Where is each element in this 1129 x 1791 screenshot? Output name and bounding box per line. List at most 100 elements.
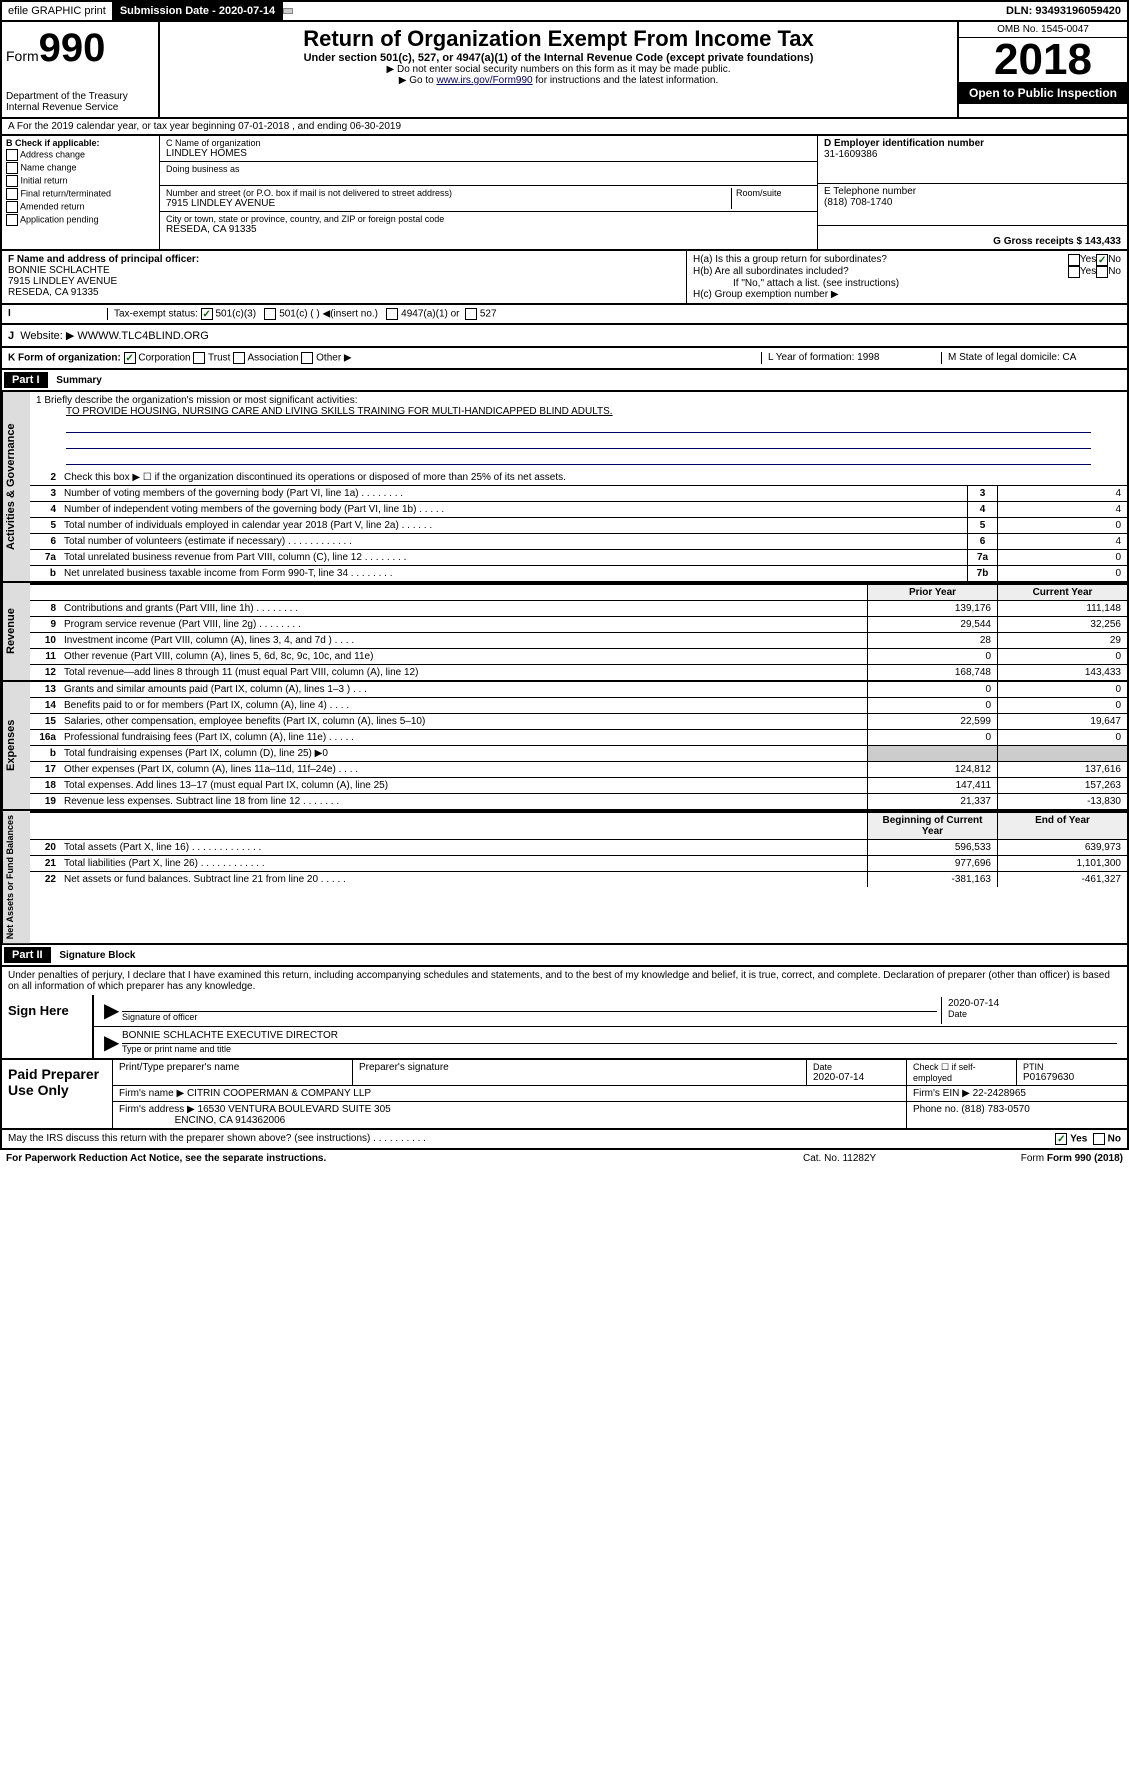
discuss-no[interactable] [1093,1133,1105,1145]
cb-pending[interactable]: Application pending [6,214,155,226]
cb-initial[interactable]: Initial return [6,175,155,187]
discuss-row: May the IRS discuss this return with the… [0,1130,1129,1150]
firm-ein: 22-2428965 [973,1088,1026,1099]
k-label: K Form of organization: [8,353,121,364]
j-label: Website: ▶ [20,330,74,342]
cb-address[interactable]: Address change [6,149,155,161]
vlabel-governance: Activities & Governance [2,392,30,581]
room-label: Room/suite [731,188,811,209]
cb-assoc[interactable] [233,352,245,364]
pp-date: 2020-07-14 [813,1072,900,1083]
b-label: B Check if applicable: [6,138,155,148]
cb-name[interactable]: Name change [6,162,155,174]
q2-text: Check this box ▶ ☐ if the organization d… [60,470,1127,485]
form-number-box: Form990 Department of the Treasury Inter… [2,22,160,117]
cb-amended[interactable]: Amended return [6,201,155,213]
ein-label: D Employer identification number [824,138,1121,149]
part-ii-header: Part II Signature Block [0,945,1129,967]
paperwork-notice: For Paperwork Reduction Act Notice, see … [6,1153,803,1164]
mission-blank-line [66,435,1091,449]
summary-revenue: Revenue Prior YearCurrent Year 8Contribu… [0,583,1129,682]
main-title: Return of Organization Exempt From Incom… [164,26,953,52]
type-name-label: Type or print name and title [122,1044,1117,1054]
form-990-number: 990 [39,26,106,70]
mission-text: TO PROVIDE HOUSING, NURSING CARE AND LIV… [36,406,1121,417]
title-box: Return of Organization Exempt From Incom… [160,22,957,117]
officer-name: BONNIE SCHLACHTE [8,265,680,276]
gross-receipts: G Gross receipts $ 143,433 [993,236,1121,247]
website-value: WWWW.TLC4BLIND.ORG [77,330,208,342]
ha-yes[interactable] [1068,254,1080,266]
row-k: K Form of organization: Corporation Trus… [0,348,1129,370]
part-i-header: Part I Summary [0,370,1129,392]
org-city: RESEDA, CA 91335 [166,224,811,235]
efile-label: efile GRAPHIC print [2,3,112,19]
cb-501c[interactable] [264,308,276,320]
col-c-org: C Name of organization LINDLEY HOMES Doi… [160,136,817,249]
dept-irs: Internal Revenue Service [6,102,154,113]
q1-label: 1 Briefly describe the organization's mi… [36,395,1121,406]
perjury-text: Under penalties of perjury, I declare th… [2,967,1127,995]
org-name: LINDLEY HOMES [166,148,811,159]
firm-addr-label: Firm's address ▶ [119,1104,195,1115]
hdr-current: Current Year [997,585,1127,600]
dln: DLN: 93493196059420 [1000,3,1127,19]
org-address: 7915 LINDLEY AVENUE [166,198,731,209]
section-bcd: B Check if applicable: Address change Na… [0,136,1129,251]
sign-here-label: Sign Here [2,995,92,1058]
hb-no[interactable] [1096,266,1108,278]
cb-527[interactable] [465,308,477,320]
irs-link[interactable]: www.irs.gov/Form990 [436,75,532,86]
section-f: F Name and address of principal officer:… [2,251,687,303]
dropdown-blank[interactable] [283,8,293,14]
firm-addr1: 16530 VENTURA BOULEVARD SUITE 305 [198,1104,391,1115]
sig-date-label: Date [948,1009,1117,1019]
ha-no[interactable] [1096,254,1108,266]
pp-h3: Date [813,1062,900,1072]
firm-phone-label: Phone no. [913,1104,959,1115]
hdr-end: End of Year [997,813,1127,839]
hb-yes[interactable] [1068,266,1080,278]
sig-officer-line[interactable] [122,998,937,1012]
submission-date: Submission Date - 2020-07-14 [112,2,283,20]
firm-label: Firm's name ▶ [119,1088,184,1099]
form-prefix: Form [6,48,39,64]
officer-addr2: RESEDA, CA 91335 [8,287,680,298]
subtitle: Under section 501(c), 527, or 4947(a)(1)… [164,52,953,64]
pp-h1: Print/Type preparer's name [113,1060,353,1085]
discuss-text: May the IRS discuss this return with the… [8,1133,1055,1145]
pp-h4: Check ☐ if self-employed [907,1060,1017,1085]
vlabel-netassets: Net Assets or Fund Balances [2,811,30,943]
year-box: OMB No. 1545-0047 2018 Open to Public In… [957,22,1127,117]
cb-other[interactable] [301,352,313,364]
hc-label: H(c) Group exemption number ▶ [693,289,1121,300]
firm-ein-label: Firm's EIN ▶ [913,1088,970,1099]
cb-trust[interactable] [193,352,205,364]
vlabel-expenses: Expenses [2,682,30,809]
dba-label: Doing business as [166,164,811,174]
discuss-yes[interactable] [1055,1133,1067,1145]
city-label: City or town, state or province, country… [166,214,811,224]
hb-label: H(b) Are all subordinates included? [693,266,1068,278]
dept-treasury: Department of the Treasury [6,91,154,102]
form-footer: Form Form 990 (2018) [983,1153,1123,1164]
cb-4947[interactable] [386,308,398,320]
cb-corp[interactable] [124,352,136,364]
note-goto: ▶ Go to www.irs.gov/Form990 for instruct… [164,75,953,86]
row-fh: F Name and address of principal officer:… [0,251,1129,305]
sig-date-value: 2020-07-14 [948,998,1117,1009]
cb-final[interactable]: Final return/terminated [6,188,155,200]
row-i: I Tax-exempt status: 501(c)(3) 501(c) ( … [0,305,1129,325]
ein-value: 31-1609386 [824,149,1121,160]
section-h: H(a) Is this a group return for subordin… [687,251,1127,303]
vlabel-revenue: Revenue [2,583,30,680]
bottom-row: For Paperwork Reduction Act Notice, see … [0,1150,1129,1167]
part-ii-title: Signature Block [53,950,135,961]
i-label: Tax-exempt status: [114,309,198,320]
open-public: Open to Public Inspection [959,82,1127,104]
c-name-label: C Name of organization [166,138,811,148]
sig-arrow-icon2: ▶ [100,1029,118,1056]
cb-501c3[interactable] [201,308,213,320]
paid-preparer: Paid Preparer Use Only Print/Type prepar… [0,1060,1129,1130]
form-header: Form990 Department of the Treasury Inter… [0,22,1129,119]
